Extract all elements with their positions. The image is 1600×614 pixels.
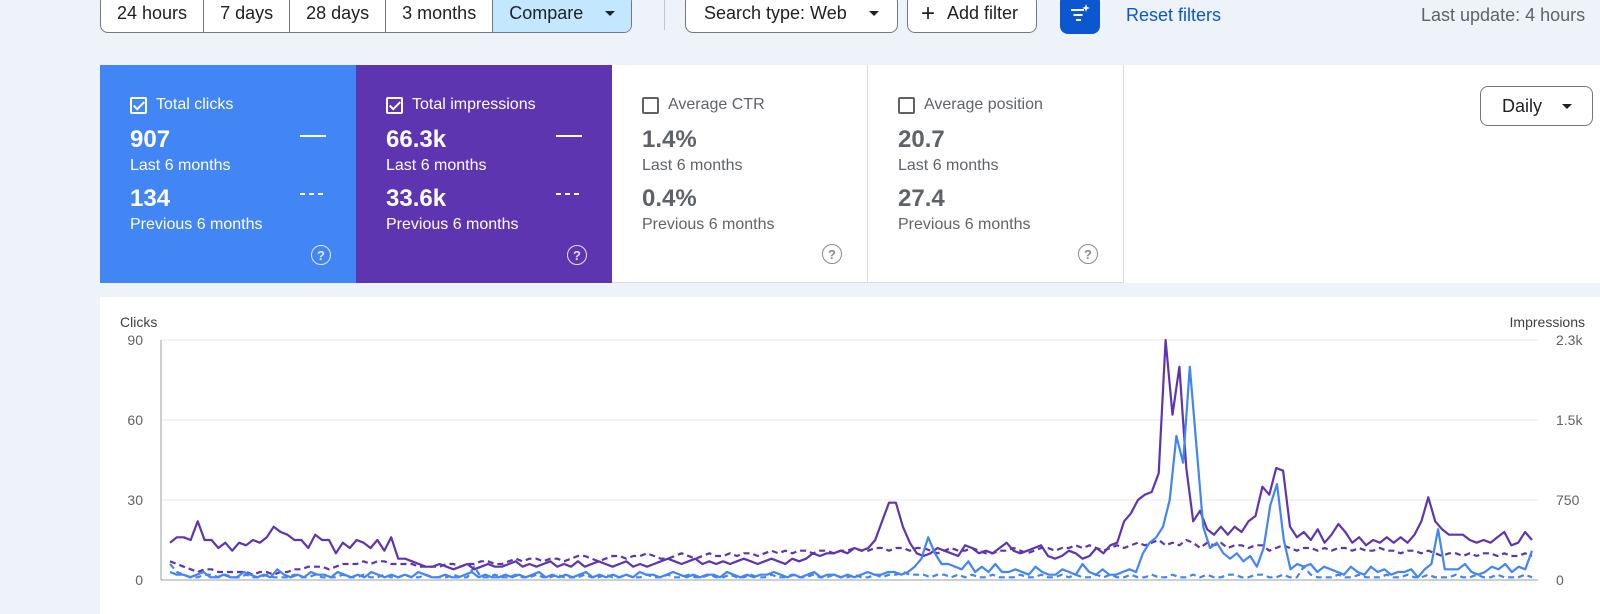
filter-sparkle-icon	[1071, 4, 1090, 21]
metric-prev-value: 33.6k	[386, 185, 447, 212]
range-label: 3 months	[402, 3, 477, 23]
help-circle-icon[interactable]: ?	[822, 244, 842, 264]
metric-period: Last 6 months	[386, 157, 487, 174]
range-7-days-button[interactable]: 7 days	[204, 0, 291, 32]
range-label: 28 days	[306, 3, 370, 23]
metric-prev-period: Previous 6 months	[130, 216, 263, 233]
right-axis-title: Impressions	[1509, 314, 1585, 330]
metric-label: Total clicks	[156, 96, 234, 113]
reset-filters-link[interactable]: Reset filters	[1126, 5, 1222, 25]
date-range-selector: 24 hours 7 days 28 days 3 months Compare	[100, 0, 633, 33]
metric-card-average-ctr[interactable]: Average CTR 1.4% Last 6 months 0.4% Prev…	[612, 65, 868, 283]
search-type-dropdown[interactable]: Search type: Web	[685, 0, 898, 33]
last-update-text: Last update: 4 hours	[1421, 5, 1586, 25]
metric-prev-value: 134	[130, 185, 171, 212]
range-24-hours-button[interactable]: 24 hours	[101, 0, 205, 32]
range-compare-button[interactable]: Compare	[493, 0, 632, 32]
metric-value: 20.7	[898, 126, 945, 153]
caret-down-icon	[605, 11, 616, 16]
right-axis-tick: 750	[1556, 492, 1580, 508]
filter-sparkle-button[interactable]	[1060, 0, 1100, 34]
metric-value: 907	[130, 126, 171, 153]
range-28-days-button[interactable]: 28 days	[290, 0, 387, 32]
caret-down-icon	[868, 11, 879, 16]
left-axis-title: Clicks	[120, 314, 158, 330]
range-3-months-button[interactable]: 3 months	[386, 0, 494, 32]
help-circle-icon[interactable]: ?	[1078, 244, 1098, 264]
granularity-dropdown[interactable]: Daily	[1480, 86, 1593, 126]
metric-period: Last 6 months	[898, 157, 999, 174]
left-axis-tick: 60	[127, 412, 143, 428]
right-axis-tick: 0	[1556, 572, 1564, 588]
dashed-line-legend-icon	[300, 193, 326, 195]
metric-cards: Total clicks 907 Last 6 months 134 Previ…	[100, 65, 1600, 283]
metric-card-total-impressions[interactable]: Total impressions 66.3k Last 6 months 33…	[356, 65, 612, 283]
performance-chart: Clicks Impressions 90 60 30 0 2.3k 1.5k 750 0	[100, 297, 1600, 614]
add-filter-label: Add filter	[947, 3, 1019, 23]
chart-plot	[160, 338, 1538, 581]
granularity-label: Daily	[1502, 95, 1543, 116]
range-label: Compare	[509, 3, 584, 23]
solid-line-legend-icon	[300, 135, 326, 137]
right-axis-tick: 1.5k	[1556, 412, 1583, 428]
search-type-label: Search type: Web	[704, 3, 847, 23]
series-line-total-impressions	[169, 338, 1533, 571]
checkbox-icon[interactable]	[898, 96, 915, 114]
metric-value: 1.4%	[642, 126, 697, 153]
checkbox-icon[interactable]	[130, 96, 147, 114]
caret-down-icon	[1562, 103, 1573, 109]
metric-value: 66.3k	[386, 126, 447, 153]
toolbar-divider	[664, 0, 665, 30]
checkbox-icon[interactable]	[386, 96, 403, 114]
checkbox-icon[interactable]	[642, 96, 659, 114]
left-axis-tick: 30	[127, 492, 143, 508]
range-label: 24 hours	[117, 3, 188, 23]
left-axis-tick: 90	[127, 332, 143, 348]
range-label: 7 days	[220, 3, 274, 23]
plus-icon: +	[921, 0, 936, 27]
metric-period: Last 6 months	[642, 157, 743, 174]
metric-prev-value: 0.4%	[642, 185, 697, 212]
metric-prev-period: Previous 6 months	[898, 216, 1031, 233]
dashed-line-legend-icon	[556, 193, 582, 195]
metric-card-total-clicks[interactable]: Total clicks 907 Last 6 months 134 Previ…	[100, 65, 356, 283]
metric-prev-value: 27.4	[898, 185, 945, 212]
left-axis-tick: 0	[135, 572, 143, 588]
help-circle-icon[interactable]: ?	[311, 245, 331, 265]
metric-period: Last 6 months	[130, 157, 231, 174]
metric-label: Average position	[924, 96, 1043, 113]
metric-label: Total impressions	[412, 96, 536, 113]
metric-prev-period: Previous 6 months	[386, 216, 519, 233]
metric-label: Average CTR	[668, 96, 765, 113]
help-circle-icon[interactable]: ?	[567, 245, 587, 265]
add-filter-button[interactable]: + Add filter	[907, 0, 1038, 33]
metric-prev-period: Previous 6 months	[642, 216, 775, 233]
metric-card-average-position[interactable]: Average position 20.7 Last 6 months 27.4…	[868, 65, 1124, 283]
series-line-total-clicks	[169, 365, 1534, 579]
right-axis-tick: 2.3k	[1556, 332, 1583, 348]
solid-line-legend-icon	[556, 135, 582, 137]
